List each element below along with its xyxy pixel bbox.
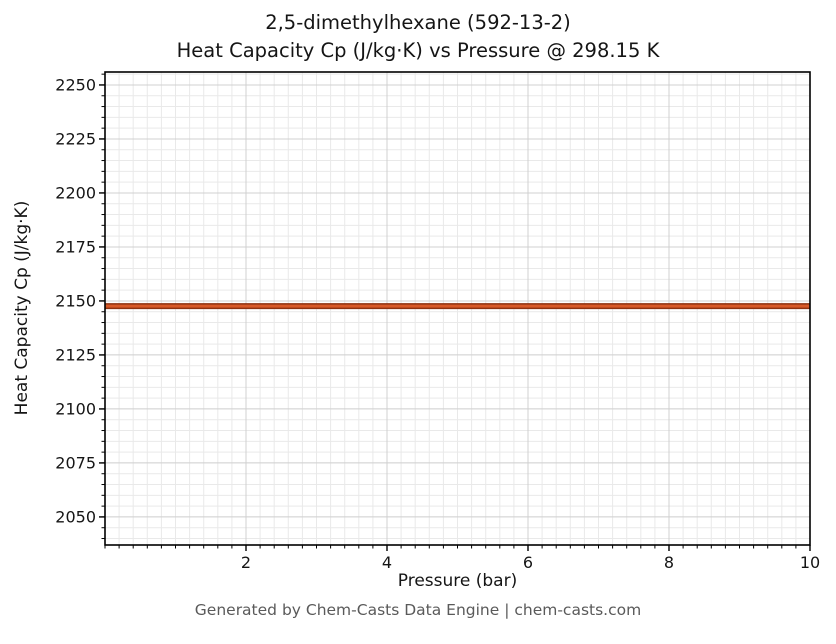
- chart-title: 2,5-dimethylhexane (592-13-2) Heat Capac…: [0, 9, 836, 64]
- footer-caption: Generated by Chem-Casts Data Engine | ch…: [194, 601, 642, 619]
- y-tick-label: 2225: [55, 129, 96, 148]
- chart-title-line2: Heat Capacity Cp (J/kg·K) vs Pressure @ …: [176, 38, 660, 62]
- y-tick-label: 2150: [55, 291, 96, 310]
- y-tick-label: 2250: [55, 75, 96, 94]
- x-tick-label: 2: [241, 553, 251, 572]
- y-tick-label: 2200: [55, 183, 96, 202]
- y-tick-label: 2075: [55, 453, 96, 472]
- y-tick-label: 2175: [55, 237, 96, 256]
- x-tick-label: 6: [523, 553, 533, 572]
- y-tick-label: 2100: [55, 399, 96, 418]
- y-tick-label: 2125: [55, 345, 96, 364]
- x-tick-label: 4: [382, 553, 392, 572]
- x-tick-label: 8: [664, 553, 674, 572]
- x-tick-label: 10: [800, 553, 820, 572]
- x-axis-label: Pressure (bar): [397, 571, 518, 591]
- chart-title-line1: 2,5-dimethylhexane (592-13-2): [265, 11, 571, 34]
- y-tick-label: 2050: [55, 507, 96, 526]
- y-axis-label: Heat Capacity Cp (J/kg·K): [12, 200, 32, 416]
